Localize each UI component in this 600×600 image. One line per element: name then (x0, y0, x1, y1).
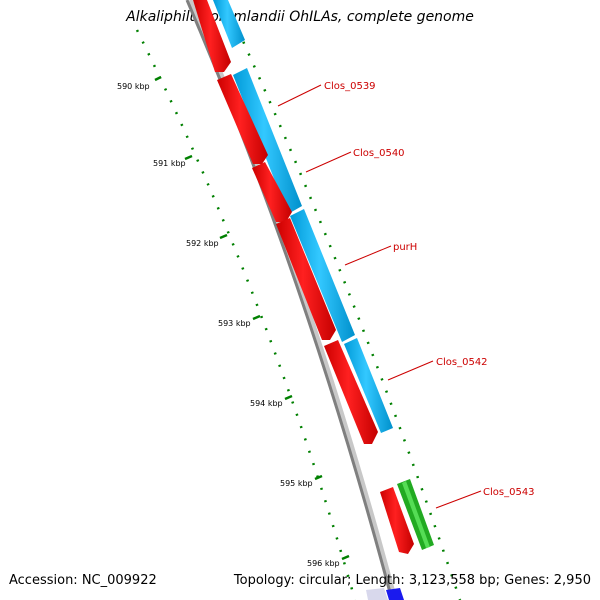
kbp-label: 594 kbp (250, 399, 283, 408)
gene-label[interactable]: Clos_0543 (483, 487, 535, 498)
gene-labels: Clos_0539 Clos_0540 purH Clos_0542 Clos_… (324, 81, 535, 498)
kbp-label: 591 kbp (153, 159, 186, 168)
tick-591 (184, 154, 193, 161)
ruler-major-ticks (154, 75, 350, 561)
tick-594 (284, 394, 293, 401)
gene-feature-forward[interactable] (344, 338, 393, 433)
gene-feature-forward[interactable] (290, 209, 355, 342)
gene-feature-reverse[interactable] (217, 74, 268, 164)
gene-feature-forward[interactable] (213, 0, 245, 48)
reverse-strand-features (193, 0, 414, 554)
gene-feature-reverse[interactable] (252, 162, 292, 222)
gene-feature-forward[interactable] (233, 68, 302, 214)
gene-feature-partial[interactable] (386, 588, 404, 600)
accession-text: Accession: NC_009922 (9, 573, 157, 588)
forward-strand-features (213, 0, 393, 433)
gene-feature-reverse[interactable] (380, 487, 414, 554)
gene-feature-reverse[interactable] (324, 340, 378, 444)
tick-595 (314, 474, 323, 481)
gene-label[interactable]: Clos_0542 (436, 357, 488, 368)
gene-feature-reverse[interactable] (193, 0, 231, 72)
gene-feature-reverse[interactable] (276, 218, 336, 340)
kbp-label: 593 kbp (218, 319, 251, 328)
label-connectors (277, 84, 482, 509)
gene-feature-partial[interactable] (366, 588, 388, 600)
connector-clos-0539 (277, 84, 322, 107)
gene-feature-other-highlight (402, 481, 430, 548)
gene-label[interactable]: purH (393, 242, 417, 253)
ruler-labels: 590 kbp 591 kbp 592 kbp 593 kbp 594 kbp … (117, 82, 340, 568)
gene-label[interactable]: Clos_0540 (353, 148, 405, 159)
kbp-label: 592 kbp (186, 239, 219, 248)
connector-purh (344, 245, 392, 266)
other-gene-features (397, 479, 434, 550)
connector-clos-0542 (387, 360, 434, 381)
tick-590 (154, 75, 162, 82)
gene-label[interactable]: Clos_0539 (324, 81, 376, 92)
tick-592 (219, 233, 228, 240)
tick-593 (252, 314, 261, 321)
kbp-label: 595 kbp (280, 479, 313, 488)
tick-596 (341, 554, 350, 561)
outer-track (236, 29, 462, 600)
kbp-label: 590 kbp (117, 82, 150, 91)
kbp-label: 596 kbp (307, 559, 340, 568)
connector-clos-0540 (305, 151, 352, 173)
connector-clos-0543 (435, 490, 482, 509)
genome-info-text: Topology: circular; Length: 3,123,558 bp… (233, 573, 591, 588)
